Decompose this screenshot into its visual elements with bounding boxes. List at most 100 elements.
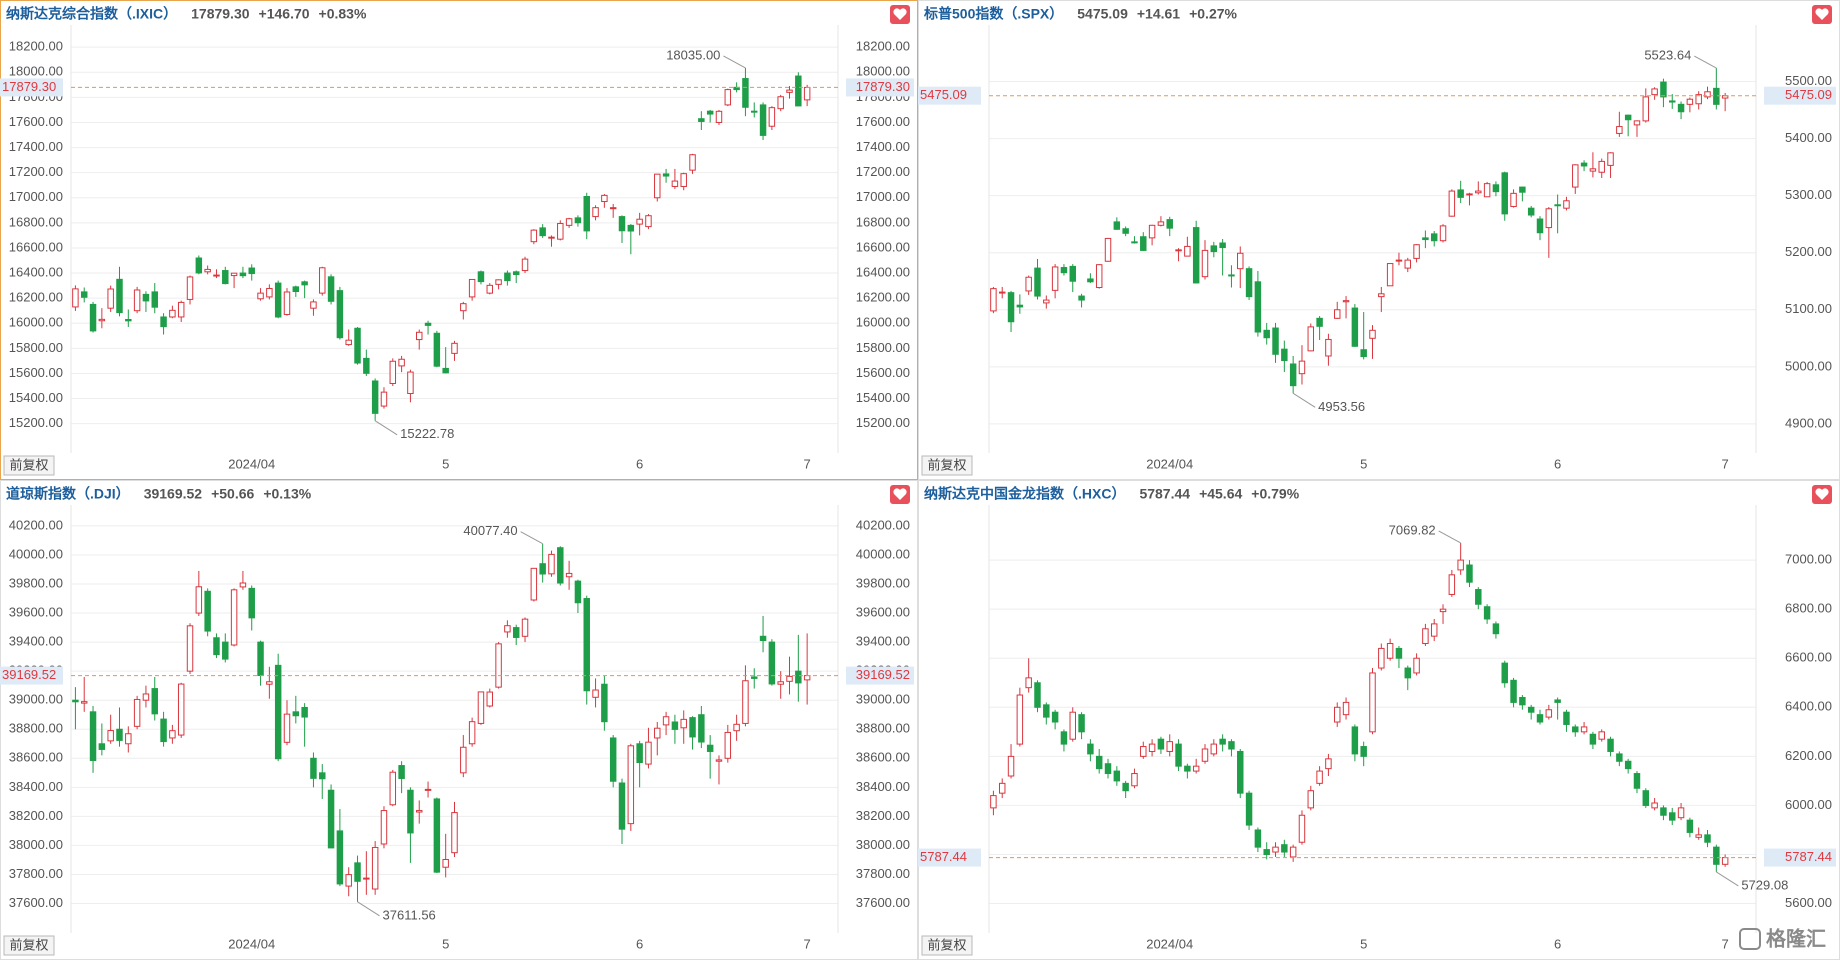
candle-body xyxy=(1527,207,1535,216)
y-tick-label-left: 38600.00 xyxy=(9,750,63,765)
adjust-button-label[interactable]: 前复权 xyxy=(9,457,48,472)
adjust-button[interactable] xyxy=(3,455,55,476)
candle-body xyxy=(72,699,79,703)
annotation-leader xyxy=(357,901,380,917)
y-tick-label-right: 39400.00 xyxy=(856,634,910,649)
y-tick-label-right: 39800.00 xyxy=(856,575,910,590)
y-tick-label-left: 15200.00 xyxy=(9,415,63,430)
chart-title: 纳斯达克综合指数（.IXIC） xyxy=(6,6,177,22)
annotation-label: 5523.64 xyxy=(1644,47,1691,62)
candle-body xyxy=(1016,694,1024,745)
candle-body xyxy=(565,218,573,226)
candle-body xyxy=(1316,770,1323,784)
candle-body xyxy=(389,360,397,384)
annotation-label: 5729.08 xyxy=(1741,877,1788,892)
y-tick-label-left: 15600.00 xyxy=(9,365,63,380)
favorite-heart[interactable] xyxy=(893,8,907,20)
annotation-label: 40077.40 xyxy=(463,523,517,538)
y-tick-label-right: 16800.00 xyxy=(856,214,910,229)
y-tick-label-right: 5100.00 xyxy=(1785,301,1832,316)
last-price-box-left xyxy=(0,78,63,97)
candle-body xyxy=(274,282,282,318)
candle-body xyxy=(1219,738,1226,745)
candle-body xyxy=(583,598,590,692)
candle-body xyxy=(177,301,185,318)
y-tick-label-right: 38800.00 xyxy=(856,721,910,736)
favorite-heart[interactable] xyxy=(893,488,907,500)
candle-body xyxy=(1166,741,1173,752)
adjust-button[interactable] xyxy=(3,935,55,956)
y-tick-label-right: 16000.00 xyxy=(856,315,910,330)
candle-body xyxy=(336,830,344,885)
candle-body xyxy=(1025,276,1032,292)
candle-body xyxy=(1536,714,1544,723)
candle-body xyxy=(530,567,538,601)
candle-body xyxy=(1316,317,1323,327)
candle-body xyxy=(768,107,776,127)
candle-body xyxy=(1254,829,1262,848)
header-change: +14.61 xyxy=(1137,6,1180,22)
candle-body xyxy=(742,78,749,108)
candle-body xyxy=(601,194,608,203)
candle-body xyxy=(1369,672,1376,733)
favorite-heart[interactable] xyxy=(1815,488,1829,500)
candle-body xyxy=(1175,249,1182,252)
candle-body xyxy=(1492,623,1500,635)
candle-body xyxy=(1104,237,1112,262)
adjust-button[interactable] xyxy=(921,935,973,956)
candle-body xyxy=(1413,244,1420,259)
candle-body xyxy=(1201,249,1209,278)
candle-body xyxy=(319,772,326,780)
candle-body xyxy=(204,590,211,632)
candle-body xyxy=(1342,300,1350,303)
candle-body xyxy=(627,745,635,825)
candle-body xyxy=(1386,263,1394,287)
y-tick-label-right: 37600.00 xyxy=(856,895,910,910)
candle-body xyxy=(195,586,203,614)
y-tick-label-left: 38800.00 xyxy=(9,721,63,736)
candle-body xyxy=(1713,87,1720,105)
adjust-button-label[interactable]: 前复权 xyxy=(927,937,966,952)
candle-body xyxy=(1413,657,1420,674)
last-price-box-right xyxy=(846,666,914,685)
favorite-heart[interactable] xyxy=(1815,8,1829,20)
last-price-label-right: 5475.09 xyxy=(1785,87,1832,102)
candle-body xyxy=(1192,227,1200,284)
candle-body xyxy=(380,391,388,407)
y-tick-label-right: 6400.00 xyxy=(1785,699,1832,714)
candle-body xyxy=(521,618,529,637)
candle-body xyxy=(592,207,599,218)
candle-body xyxy=(1589,168,1597,172)
adjust-button[interactable] xyxy=(921,455,973,476)
candle-body xyxy=(1422,628,1429,645)
candle-body xyxy=(609,207,617,210)
last-price-box-left xyxy=(918,86,981,105)
chart-title: 纳斯达克中国金龙指数（.HXC） xyxy=(924,486,1125,502)
y-tick-label-left: 17400.00 xyxy=(9,139,63,154)
chart-title: 标普500指数（.SPX） xyxy=(923,6,1063,22)
candle-body xyxy=(1395,259,1403,262)
adjust-button-label[interactable]: 前复权 xyxy=(9,937,48,952)
candle-body xyxy=(1430,233,1438,242)
candle-body xyxy=(1051,266,1059,291)
candle-body xyxy=(477,271,485,283)
adjust-button-label[interactable]: 前复权 xyxy=(927,457,966,472)
candle-body xyxy=(1334,706,1341,723)
candle-body xyxy=(1351,726,1359,755)
candle-body xyxy=(1624,760,1632,770)
candle-body xyxy=(266,681,273,685)
candle-body xyxy=(1369,329,1376,339)
candle-body xyxy=(1043,299,1050,304)
candle-body xyxy=(504,272,511,282)
header-price: 5475.09 xyxy=(1077,6,1128,22)
candle-body xyxy=(468,721,476,745)
candle-body xyxy=(468,278,476,298)
annotation-label: 7069.82 xyxy=(1389,522,1436,537)
candle-body xyxy=(1087,278,1094,283)
candle-body xyxy=(998,291,1006,294)
candle-body xyxy=(1545,208,1553,229)
candle-body xyxy=(1378,293,1385,298)
candle-body xyxy=(1043,704,1050,718)
candle-body xyxy=(706,110,714,115)
